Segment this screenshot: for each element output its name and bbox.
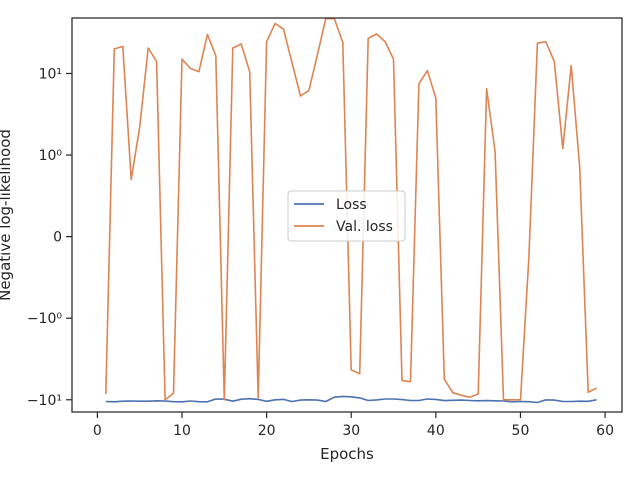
series-line-loss [105,395,597,404]
y-tick-label: −10¹ [27,393,62,409]
y-tick-label: 10⁰ [39,148,63,164]
x-tick-label: 20 [258,423,276,439]
series-line-val-loss [105,18,597,401]
x-tick-label: 40 [427,423,445,439]
x-tick-label: 10 [173,423,191,439]
x-tick-label: 50 [512,423,530,439]
x-ticks: 0 10 20 30 40 50 60 [93,412,614,439]
legend-label: Loss [336,197,367,213]
y-ticks: −10¹ −10⁰ 0 10⁰ 10¹ [27,66,72,409]
y-tick-label: −10⁰ [27,311,63,327]
plot-frame [71,17,623,413]
lines-layer [105,18,597,404]
x-tick-label: 30 [342,423,360,439]
y-axis-label: Negative log-likelihood [0,129,14,301]
x-axis-label: Epochs [320,445,374,463]
legend-label: Val. loss [336,219,393,235]
y-tick-label: 10¹ [39,66,62,82]
x-tick-label: 60 [596,423,614,439]
x-tick-label: 0 [93,423,102,439]
y-tick-label: 0 [53,230,62,246]
legend: Loss Val. loss [287,190,406,242]
